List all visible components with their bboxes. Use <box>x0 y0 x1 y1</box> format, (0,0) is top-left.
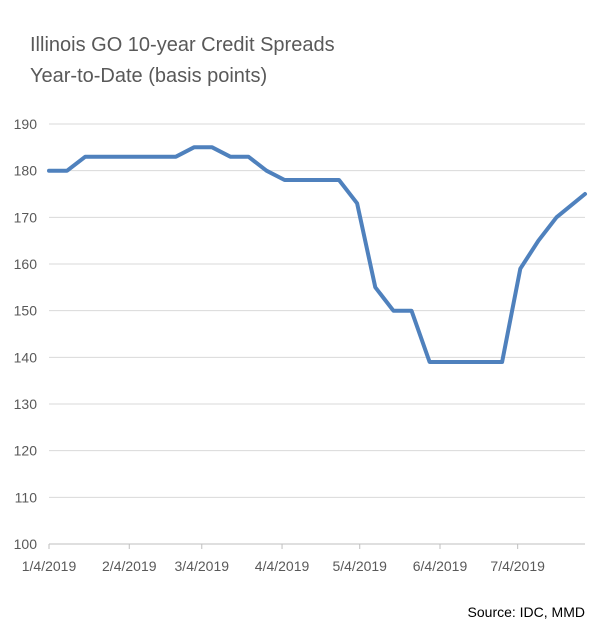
y-tick-label-180: 180 <box>14 163 38 179</box>
data-point-2019-02-15 <box>156 155 160 159</box>
y-tick-label-190: 190 <box>14 116 38 132</box>
data-point-2019-01-11 <box>65 169 69 173</box>
data-point-2019-06-07 <box>446 360 450 364</box>
data-point-2019-01-18 <box>83 155 87 159</box>
data-point-2019-03-08 <box>210 145 214 149</box>
x-tick-label-4: 5/4/2019 <box>332 558 387 574</box>
y-tick-label-170: 170 <box>14 209 38 225</box>
data-point-2019-07-30 <box>583 192 587 196</box>
data-point-2019-01-25 <box>101 155 105 159</box>
y-axis-tick-labels: 100 110 120 130 140 150 160 170 180 190 <box>14 116 38 552</box>
x-axis <box>48 543 585 549</box>
series-line-0 <box>47 145 587 364</box>
x-tick-label-2: 3/4/2019 <box>175 558 230 574</box>
data-point-2019-06-28 <box>500 360 504 364</box>
chart-title: Illinois GO 10-year Credit Spreads Year-… <box>30 30 335 92</box>
y-tick-label-160: 160 <box>14 256 38 272</box>
y-tick-label-100: 100 <box>14 536 38 552</box>
chart-title-line-1: Illinois GO 10-year Credit Spreads <box>30 34 335 56</box>
y-tick-label-150: 150 <box>14 303 38 319</box>
y-tick-label-140: 140 <box>14 349 38 365</box>
data-point-2019-06-14 <box>464 360 468 364</box>
y-tick-label-110: 110 <box>15 489 38 505</box>
source-note: Source: IDC, MMD <box>467 604 585 620</box>
series-layer <box>47 145 587 364</box>
x-tick-label-5: 6/4/2019 <box>413 558 468 574</box>
x-tick-label-6: 7/4/2019 <box>490 558 545 574</box>
data-point-2019-07-05 <box>518 267 522 271</box>
data-point-2019-03-15 <box>228 155 232 159</box>
data-point-2019-05-10 <box>373 285 377 289</box>
data-point-2019-02-08 <box>138 155 142 159</box>
data-point-2019-04-26 <box>337 178 341 182</box>
data-point-2019-02-22 <box>174 155 178 159</box>
data-point-2019-07-19 <box>555 215 559 219</box>
x-tick-label-0: 1/4/2019 <box>22 558 77 574</box>
data-point-2019-01-04 <box>47 169 51 173</box>
data-point-2019-03-29 <box>265 169 269 173</box>
data-point-2019-02-01 <box>120 155 124 159</box>
data-point-2019-04-19 <box>319 178 323 182</box>
data-point-2019-07-12 <box>536 239 540 243</box>
data-point-2019-05-17 <box>391 309 395 313</box>
chart-title-line-2: Year-to-Date (basis points) <box>30 65 268 87</box>
data-point-2019-05-24 <box>410 309 414 313</box>
y-tick-label-130: 130 <box>14 396 38 412</box>
x-tick-label-1: 2/4/2019 <box>102 558 157 574</box>
data-point-2019-03-22 <box>246 155 250 159</box>
data-point-2019-04-05 <box>283 178 287 182</box>
gridlines <box>49 123 585 498</box>
y-tick-label-120: 120 <box>14 443 38 459</box>
x-tick-label-3: 4/4/2019 <box>255 558 310 574</box>
data-point-2019-04-12 <box>301 178 305 182</box>
data-point-2019-03-01 <box>192 145 196 149</box>
x-axis-tick-labels: 1/4/2019 2/4/2019 3/4/2019 4/4/2019 5/4/2019… <box>22 558 545 574</box>
data-point-2019-05-03 <box>355 201 359 205</box>
data-point-2019-06-21 <box>482 360 486 364</box>
data-point-2019-05-31 <box>428 360 432 364</box>
